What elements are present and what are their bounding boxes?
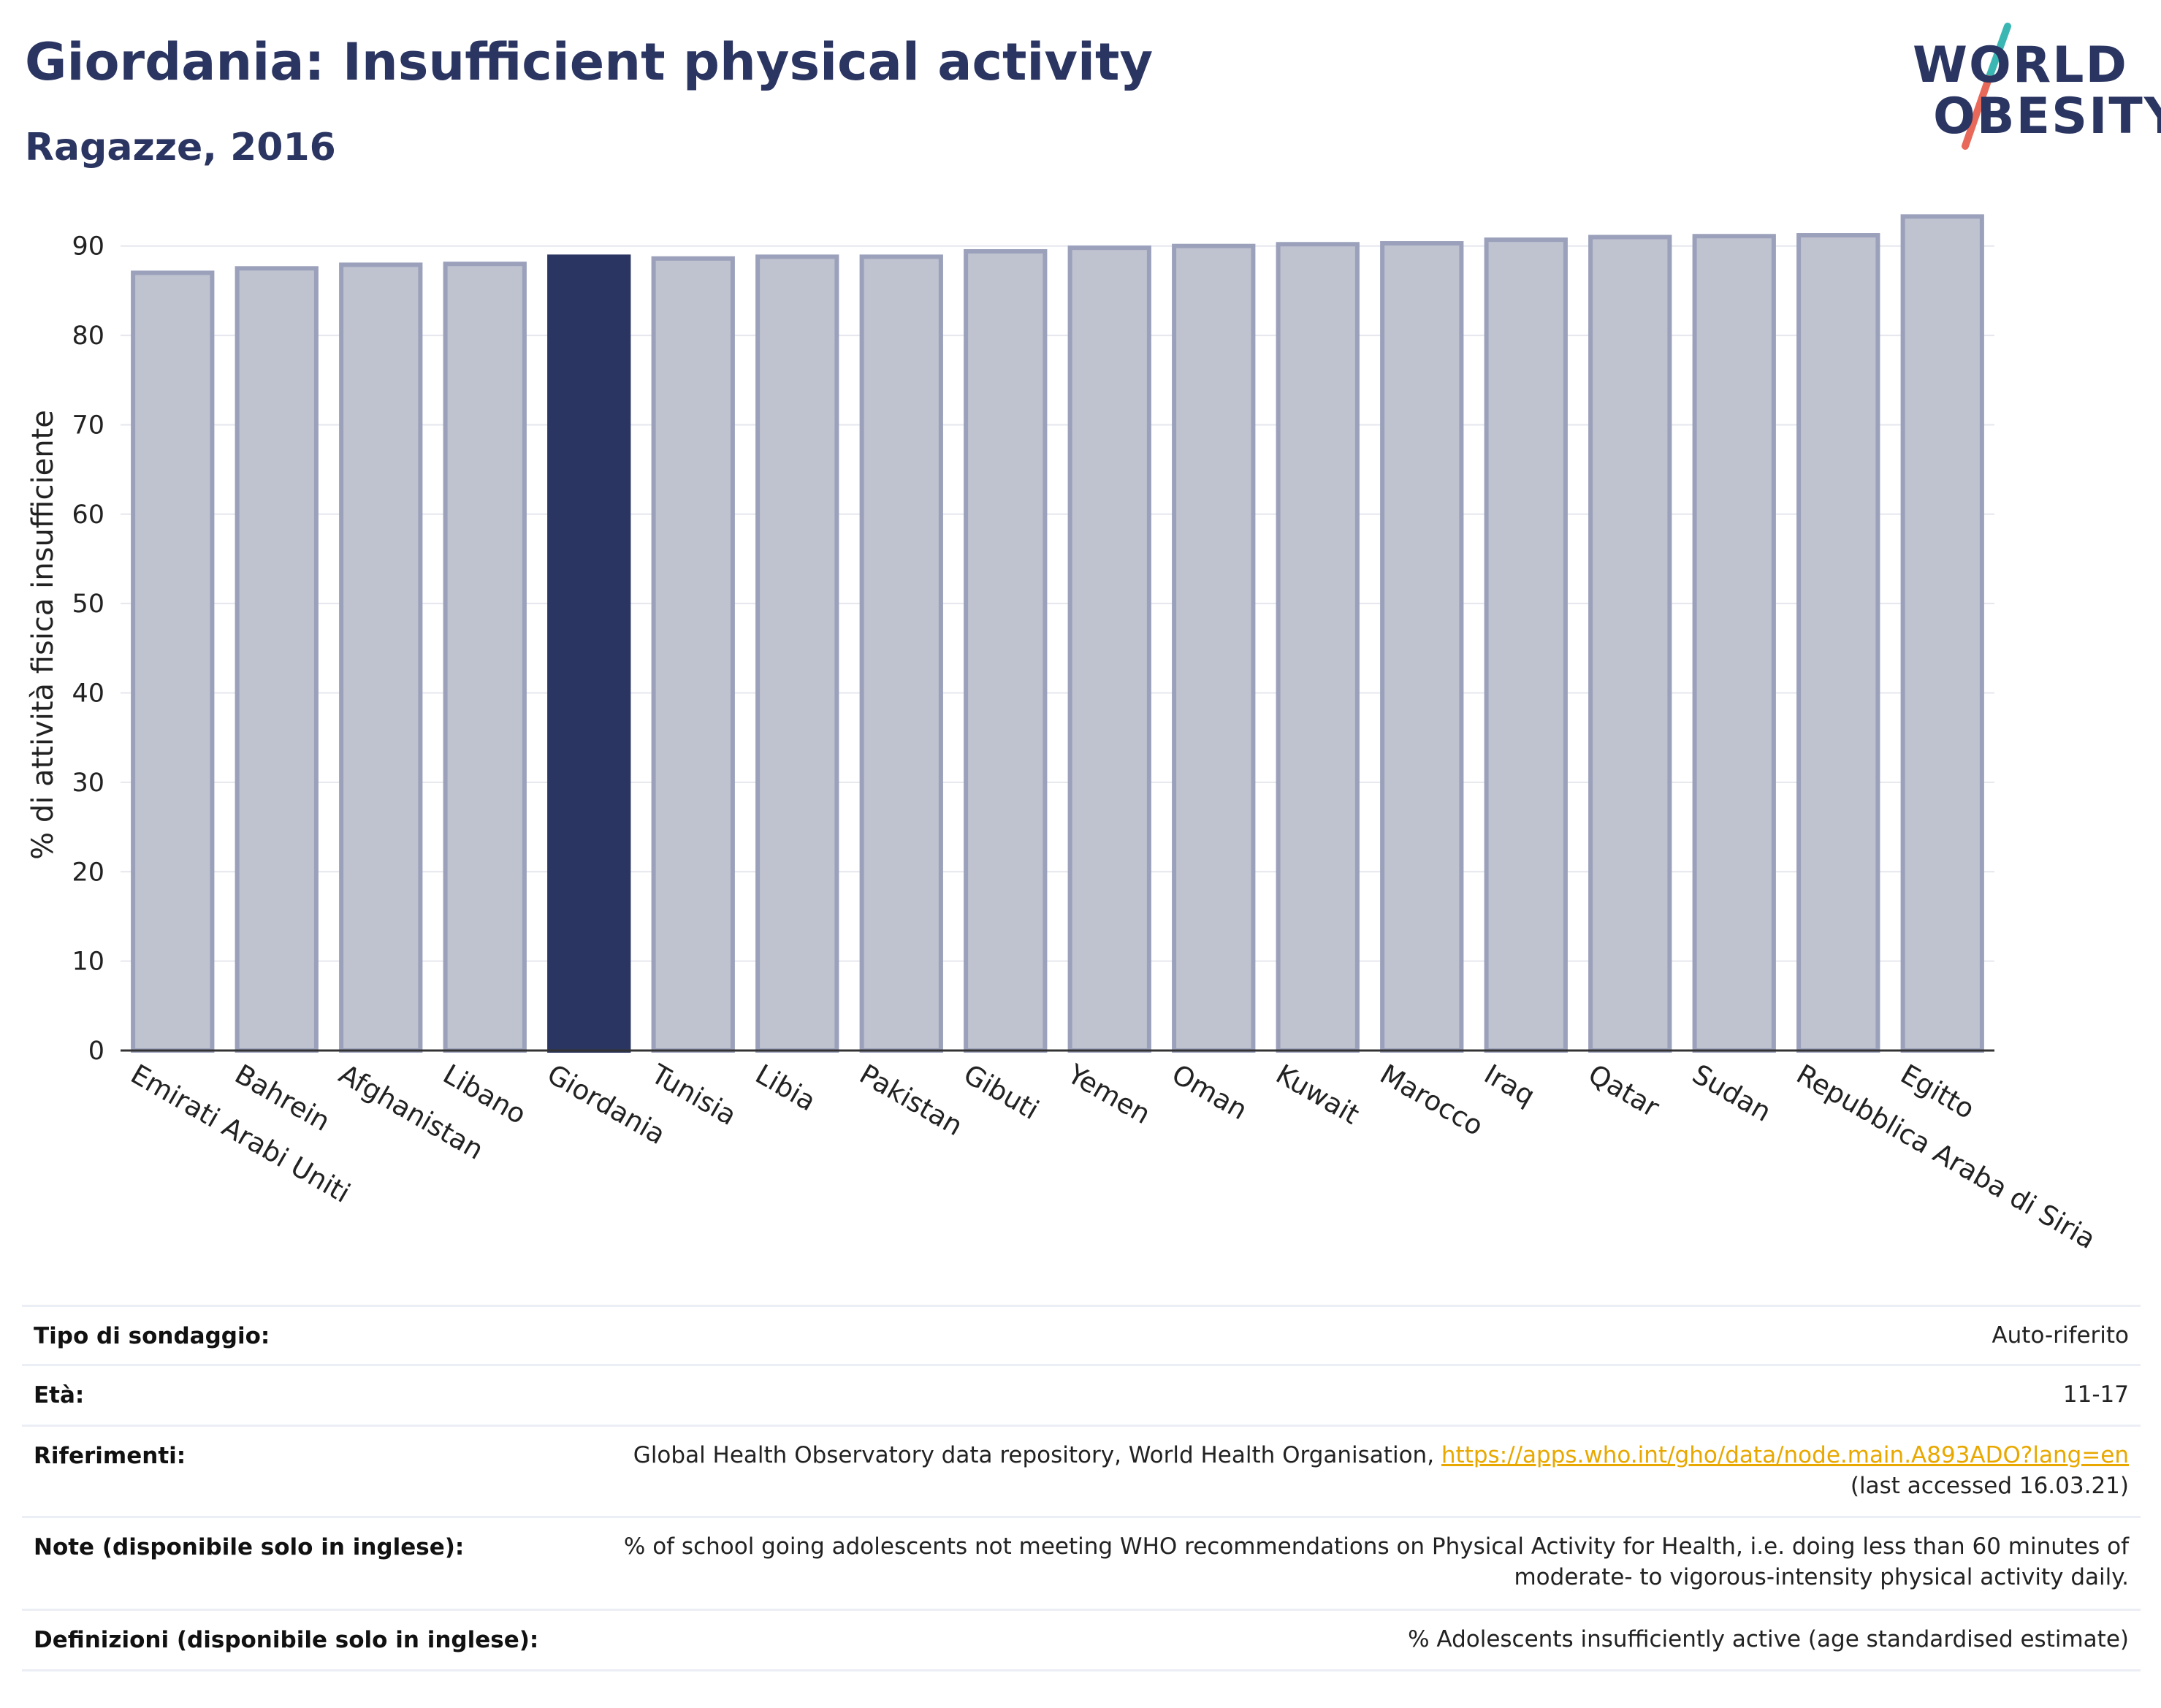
y-tick-label: 60 [72, 500, 104, 530]
x-category-label: Marocco [1375, 1059, 1489, 1143]
bar-sudan [1692, 234, 1776, 1053]
info-value: % of school going adolescents not meetin… [522, 1531, 2129, 1593]
bar-libia [755, 254, 839, 1053]
x-category-label: Egitto [1895, 1059, 1980, 1126]
info-row-notes: Note (disponibile solo in inglese): % of… [22, 1516, 2141, 1609]
x-category-label: Kuwait [1270, 1059, 1365, 1131]
y-tick-label: 80 [72, 321, 104, 351]
reference-accessed: (last accessed 16.03.21) [1850, 1473, 2129, 1499]
bar-giordania [547, 254, 631, 1053]
x-category-label: Yemen [1062, 1058, 1156, 1130]
bar-libano [443, 262, 527, 1053]
y-tick-label: 0 [88, 1037, 104, 1066]
bar-afghanistan [339, 262, 423, 1053]
bar-yemen [1067, 245, 1151, 1053]
bar-gibuti [964, 249, 1048, 1053]
y-tick-label: 10 [72, 948, 104, 977]
x-category-label: Giordania [542, 1059, 671, 1151]
reference-link[interactable]: https://apps.who.int/gho/data/node.main.… [1441, 1442, 2129, 1468]
page-title: Giordania: Insufficient physical activit… [25, 32, 1154, 92]
bar-oman [1172, 243, 1256, 1053]
info-label: Riferimenti: [34, 1443, 186, 1469]
bar-egitto [1900, 214, 1984, 1053]
info-label: Note (disponibile solo in inglese): [34, 1534, 465, 1560]
bar-repubblica-araba-di-siria [1796, 233, 1880, 1053]
x-category-label: Sudan [1687, 1059, 1776, 1129]
x-category-label: Qatar [1583, 1059, 1665, 1124]
info-row-definitions: Definizioni (disponibile solo in inglese… [22, 1609, 2141, 1671]
logo-line-1: WORLD [1913, 37, 2128, 94]
bar-pakistan [859, 254, 943, 1053]
reference-text: Global Health Observatory data repositor… [633, 1442, 1441, 1468]
world-obesity-logo: WORLD OBESITY [1899, 20, 2161, 159]
x-category-label: Iraq [1479, 1059, 1540, 1112]
grid-lines [121, 245, 1994, 962]
y-tick-label: 30 [72, 769, 104, 798]
bars [131, 214, 1984, 1053]
y-axis-ticks: 0 10 20 30 40 50 60 70 80 90 [72, 232, 104, 1066]
y-tick-label: 90 [72, 232, 104, 262]
info-row-age: Età: 11-17 [22, 1364, 2141, 1425]
y-tick-label: 70 [72, 411, 104, 440]
notes-line-2: moderate- to vigorous-intensity physical… [1514, 1564, 2129, 1590]
info-value: % Adolescents insufficiently active (age… [1408, 1626, 2129, 1652]
bar-bahrein [235, 266, 319, 1053]
notes-line-1: % of school going adolescents not meetin… [623, 1533, 2129, 1560]
bar-emirati-arabi-uniti [131, 270, 215, 1053]
info-value: Auto-riferito [1992, 1322, 2129, 1349]
x-category-label: Gibuti [958, 1059, 1044, 1126]
info-value: Global Health Observatory data repositor… [522, 1440, 2129, 1501]
bar-marocco [1380, 241, 1464, 1053]
info-row-survey-type: Tipo di sondaggio: Auto-riferito [22, 1305, 2141, 1364]
info-table: Tipo di sondaggio: Auto-riferito Età: 11… [22, 1305, 2141, 1671]
page-subtitle: Ragazze, 2016 [25, 126, 336, 169]
logo-slash-icon [1962, 23, 2011, 150]
info-label: Età: [34, 1382, 85, 1408]
bar-qatar [1588, 235, 1672, 1053]
bar-chart: 0 10 20 30 40 50 60 70 80 90 Emirati Arabi UnitiB… [26, 214, 2101, 1255]
x-axis-labels: Emirati Arabi UnitiBahreinAfghanistanLib… [126, 1058, 2101, 1255]
y-tick-label: 50 [72, 590, 104, 619]
info-row-references: Riferimenti: Global Health Observatory d… [22, 1425, 2141, 1516]
bar-tunisia [651, 256, 735, 1053]
y-axis-title: % di attività fisica insufficiente [26, 410, 60, 860]
bar-kuwait [1276, 242, 1360, 1053]
bar-iraq [1484, 237, 1568, 1053]
logo-line-2: OBESITY [1933, 88, 2161, 145]
y-tick-label: 40 [72, 679, 104, 709]
y-tick-label: 20 [72, 858, 104, 887]
info-label: Definizioni (disponibile solo in inglese… [34, 1627, 539, 1653]
info-label: Tipo di sondaggio: [34, 1323, 270, 1349]
info-value: 11-17 [2062, 1381, 2129, 1408]
x-category-label: Libia [750, 1059, 821, 1118]
x-category-label: Oman [1167, 1059, 1253, 1126]
x-category-label: Pakistan [854, 1059, 968, 1143]
